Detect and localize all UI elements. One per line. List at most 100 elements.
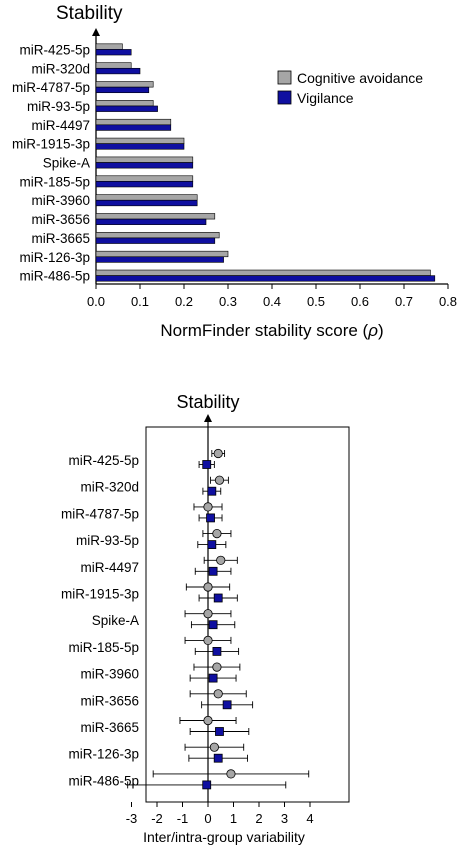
bar-category-label-mir-4497: miR-4497 [31, 118, 90, 133]
errorbar-category-label-mir-4787-5p: miR-4787-5p [61, 506, 139, 521]
errorbar-chart-points [127, 448, 310, 790]
point-square-spike-a [208, 620, 218, 630]
point-circle-mir-93-5p [212, 528, 222, 539]
point-circle-mir-486-5p [226, 769, 236, 779]
bar-cognitive-avoidance-mir-93-5p [95, 100, 154, 107]
errorbar-category-label-mir-486-5p: miR-486-5p [68, 773, 139, 788]
point-square-mir-3960 [208, 673, 218, 683]
bar-vigilance-mir-3960 [95, 199, 198, 207]
errorbar-chart: Stability miR-425-5pmiR-320dmiR-4787-5pm… [61, 392, 350, 845]
point-circle-mir-320d [214, 475, 225, 485]
errorbar-category-label-mir-185-5p: miR-185-5p [68, 640, 139, 655]
bar-x-tick-label: 0.0 [87, 294, 105, 309]
point-square-mir-3665 [215, 727, 224, 736]
bar-cognitive-avoidance-mir-320d [95, 62, 132, 69]
bar-vigilance-mir-3656 [95, 218, 207, 225]
bar-cognitive-avoidance-mir-4787-5p [95, 81, 154, 88]
bar-cognitive-avoidance-mir-3656 [95, 213, 216, 220]
bar-category-label-mir-3656: miR-3656 [31, 212, 90, 227]
point-circle-mir-185-5p [203, 635, 213, 646]
bar-cognitive-avoidance-mir-425-5p [95, 43, 123, 50]
bar-vigilance-mir-3665 [95, 237, 216, 244]
errorbar-x-tick-label: 2 [255, 811, 262, 826]
errorbar-x-tick-label: 3 [281, 811, 288, 826]
errorbar-chart-stability-annotation: Stability [176, 392, 239, 412]
bar-chart-x-axis-label: NormFinder stability score (ρ) [160, 321, 383, 340]
bar-x-tick-label: 0.3 [219, 294, 237, 309]
point-circle-mir-1915-3p [203, 582, 213, 592]
legend-label-cognitive-avoidance: Cognitive avoidance [297, 70, 423, 86]
bar-vigilance-spike-a [95, 162, 194, 169]
errorbar-category-label-mir-126-3p: miR-126-3p [68, 747, 139, 762]
bar-vigilance-mir-93-5p [95, 105, 158, 112]
errorbar-category-label-mir-93-5p: miR-93-5p [76, 533, 139, 548]
errorbar-chart-x-ticks: -3 -2 -1 0 1 2 3 4 [126, 802, 314, 826]
errorbar-x-tick-label: -1 [177, 811, 189, 826]
point-square-mir-3656 [222, 700, 232, 710]
bar-category-label-spike-a: Spike-A [43, 156, 90, 171]
errorbar-category-label-mir-3665: miR-3665 [80, 720, 139, 735]
bar-chart-category-labels: miR-425-5p miR-320d miR-4787-5p miR-93-5p mi… [12, 42, 90, 283]
legend-swatch-cognitive-avoidance [277, 70, 292, 85]
bar-category-label-mir-320d: miR-320d [31, 61, 90, 76]
errorbar-category-label-mir-320d: miR-320d [80, 480, 139, 495]
point-circle-mir-425-5p [213, 448, 223, 459]
bar-vigilance-mir-1915-3p [95, 143, 185, 150]
errorbar-category-label-mir-425-5p: miR-425-5p [68, 453, 139, 468]
bar-vigilance-mir-4787-5p [95, 86, 150, 94]
bar-x-tick-label: 0.8 [439, 294, 457, 309]
point-circle-mir-4787-5p [203, 502, 213, 512]
errorbar-x-tick-label: -3 [126, 811, 138, 826]
bar-x-tick-label: 0.7 [395, 294, 413, 309]
point-square-mir-320d [207, 486, 217, 496]
errorbar-category-label-mir-4497: miR-4497 [80, 560, 139, 575]
bar-category-label-mir-1915-3p: miR-1915-3p [12, 137, 90, 152]
bar-x-tick-label: 0.4 [263, 294, 281, 309]
bar-cognitive-avoidance-mir-185-5p [95, 175, 194, 182]
bar-vigilance-mir-486-5p [95, 275, 436, 282]
bar-chart-stability-annotation: Stability [56, 3, 123, 24]
bar-category-label-mir-126-3p: miR-126-3p [19, 250, 90, 265]
bar-category-label-mir-3665: miR-3665 [31, 231, 90, 246]
errorbar-x-tick-label: 1 [230, 811, 237, 826]
errorbar-x-tick-label: -2 [151, 811, 163, 826]
bar-vigilance-mir-425-5p [95, 49, 132, 56]
legend-label-vigilance: Vigilance [297, 90, 354, 106]
bar-x-tick-label: 0.2 [175, 294, 193, 309]
point-square-mir-1915-3p [213, 593, 223, 603]
bar-category-label-mir-3960: miR-3960 [31, 193, 90, 208]
bar-vigilance-mir-185-5p [95, 181, 194, 188]
errorbar-chart-category-labels: miR-425-5p miR-320d miR-4787-5p miR-93-5p mi… [61, 453, 139, 788]
point-circle-mir-126-3p [209, 742, 219, 752]
point-circle-mir-4497 [216, 555, 226, 565]
point-square-mir-4787-5p [206, 513, 215, 523]
bar-x-tick-label: 0.6 [351, 294, 369, 309]
errorbar-chart-frame [145, 426, 350, 803]
bar-chart-x-ticks: 0.0 0.1 0.2 0.3 0.4 0.5 0.6 0.7 0.8 [87, 284, 457, 309]
errorbar-category-label-spike-a: Spike-A [92, 613, 139, 628]
bar-vigilance-mir-126-3p [95, 256, 224, 263]
point-square-mir-4497 [208, 566, 218, 576]
bar-cognitive-avoidance-spike-a [95, 156, 194, 163]
point-circle-mir-3665 [203, 715, 213, 726]
bar-x-tick-label: 0.1 [131, 294, 149, 309]
point-square-mir-486-5p [202, 780, 212, 790]
bar-category-label-mir-425-5p: miR-425-5p [19, 42, 90, 57]
legend-swatch-vigilance [277, 90, 292, 105]
errorbar-category-label-mir-1915-3p: miR-1915-3p [61, 587, 139, 602]
bar-vigilance-mir-4497 [95, 124, 172, 131]
bar-category-label-mir-4787-5p: miR-4787-5p [12, 80, 90, 95]
point-circle-spike-a [203, 609, 213, 619]
bar-x-tick-label: 0.5 [307, 294, 325, 309]
errorbar-category-label-mir-3960: miR-3960 [80, 667, 139, 682]
bar-category-label-mir-93-5p: miR-93-5p [27, 99, 90, 114]
point-square-mir-185-5p [212, 647, 222, 656]
errorbar-x-tick-label: 0 [204, 811, 211, 826]
bar-cognitive-avoidance-mir-3960 [95, 194, 198, 201]
errorbar-category-label-mir-3656: miR-3656 [80, 693, 139, 708]
bar-cognitive-avoidance-mir-126-3p [95, 250, 229, 258]
bar-cognitive-avoidance-mir-3665 [95, 232, 220, 239]
point-circle-mir-3656 [213, 689, 223, 699]
point-square-mir-425-5p [202, 460, 212, 469]
